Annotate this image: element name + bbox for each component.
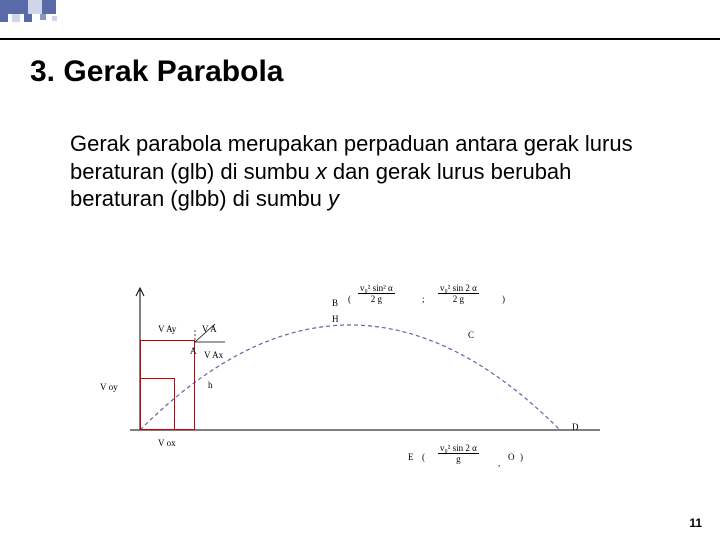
label-A: A <box>190 346 197 356</box>
body-paragraph: Gerak parabola merupakan perpaduan antar… <box>70 130 650 213</box>
red-box-outer <box>140 340 195 430</box>
comma-bot: , <box>498 458 500 468</box>
decor-square <box>28 0 42 14</box>
f-b-den: g <box>438 454 479 464</box>
f-tl-den: 2 g <box>358 294 395 304</box>
zero-bot: O <box>508 452 515 462</box>
trajectory-curve <box>140 325 560 430</box>
f-tr-num: v₀² sin 2 α <box>438 284 479 294</box>
label-va: V A <box>202 324 217 334</box>
slide-title: 3. Gerak Parabola <box>30 55 283 89</box>
page-number: 11 <box>689 516 702 530</box>
label-vox: V ox <box>158 438 176 448</box>
paren-open-bot: ( <box>422 452 425 462</box>
decor-square <box>42 0 56 14</box>
paren-close-top: ) <box>502 294 505 304</box>
corner-decor <box>0 0 180 24</box>
label-h: h <box>208 380 213 390</box>
top-rule <box>0 38 720 40</box>
label-H: H <box>332 314 339 324</box>
label-voy: V oy <box>100 382 118 392</box>
label-vay: V Ay <box>158 324 176 334</box>
decor-square <box>14 0 28 14</box>
label-D: D <box>572 422 579 432</box>
decor-square <box>0 14 8 22</box>
decor-square <box>0 0 14 14</box>
formula-top-left: v₀² sin² α2 g <box>358 284 395 304</box>
decor-square <box>24 14 32 22</box>
label-C: C <box>468 330 474 340</box>
italic-x: x <box>316 159 327 184</box>
label-E: E <box>408 452 414 462</box>
decor-square <box>12 14 20 22</box>
label-B: B <box>332 298 338 308</box>
decor-square <box>52 16 57 21</box>
decor-square <box>40 14 46 20</box>
formula-bottom: v₀² sin 2 αg <box>438 444 479 464</box>
formula-top-right: v₀² sin 2 α2 g <box>438 284 479 304</box>
f-b-num: v₀² sin 2 α <box>438 444 479 454</box>
paren-close-bot: ) <box>520 452 523 462</box>
f-tr-den: 2 g <box>438 294 479 304</box>
paren-open-top: ( <box>348 294 351 304</box>
label-vax: V Ax <box>204 350 223 360</box>
semicolon-top: ; <box>422 294 425 304</box>
f-tl-num: v₀² sin² α <box>358 284 395 294</box>
parabola-diagram: V oy V ox A V Ay V A V Ax h B H C D E ( … <box>60 280 620 480</box>
italic-y: y <box>328 186 339 211</box>
